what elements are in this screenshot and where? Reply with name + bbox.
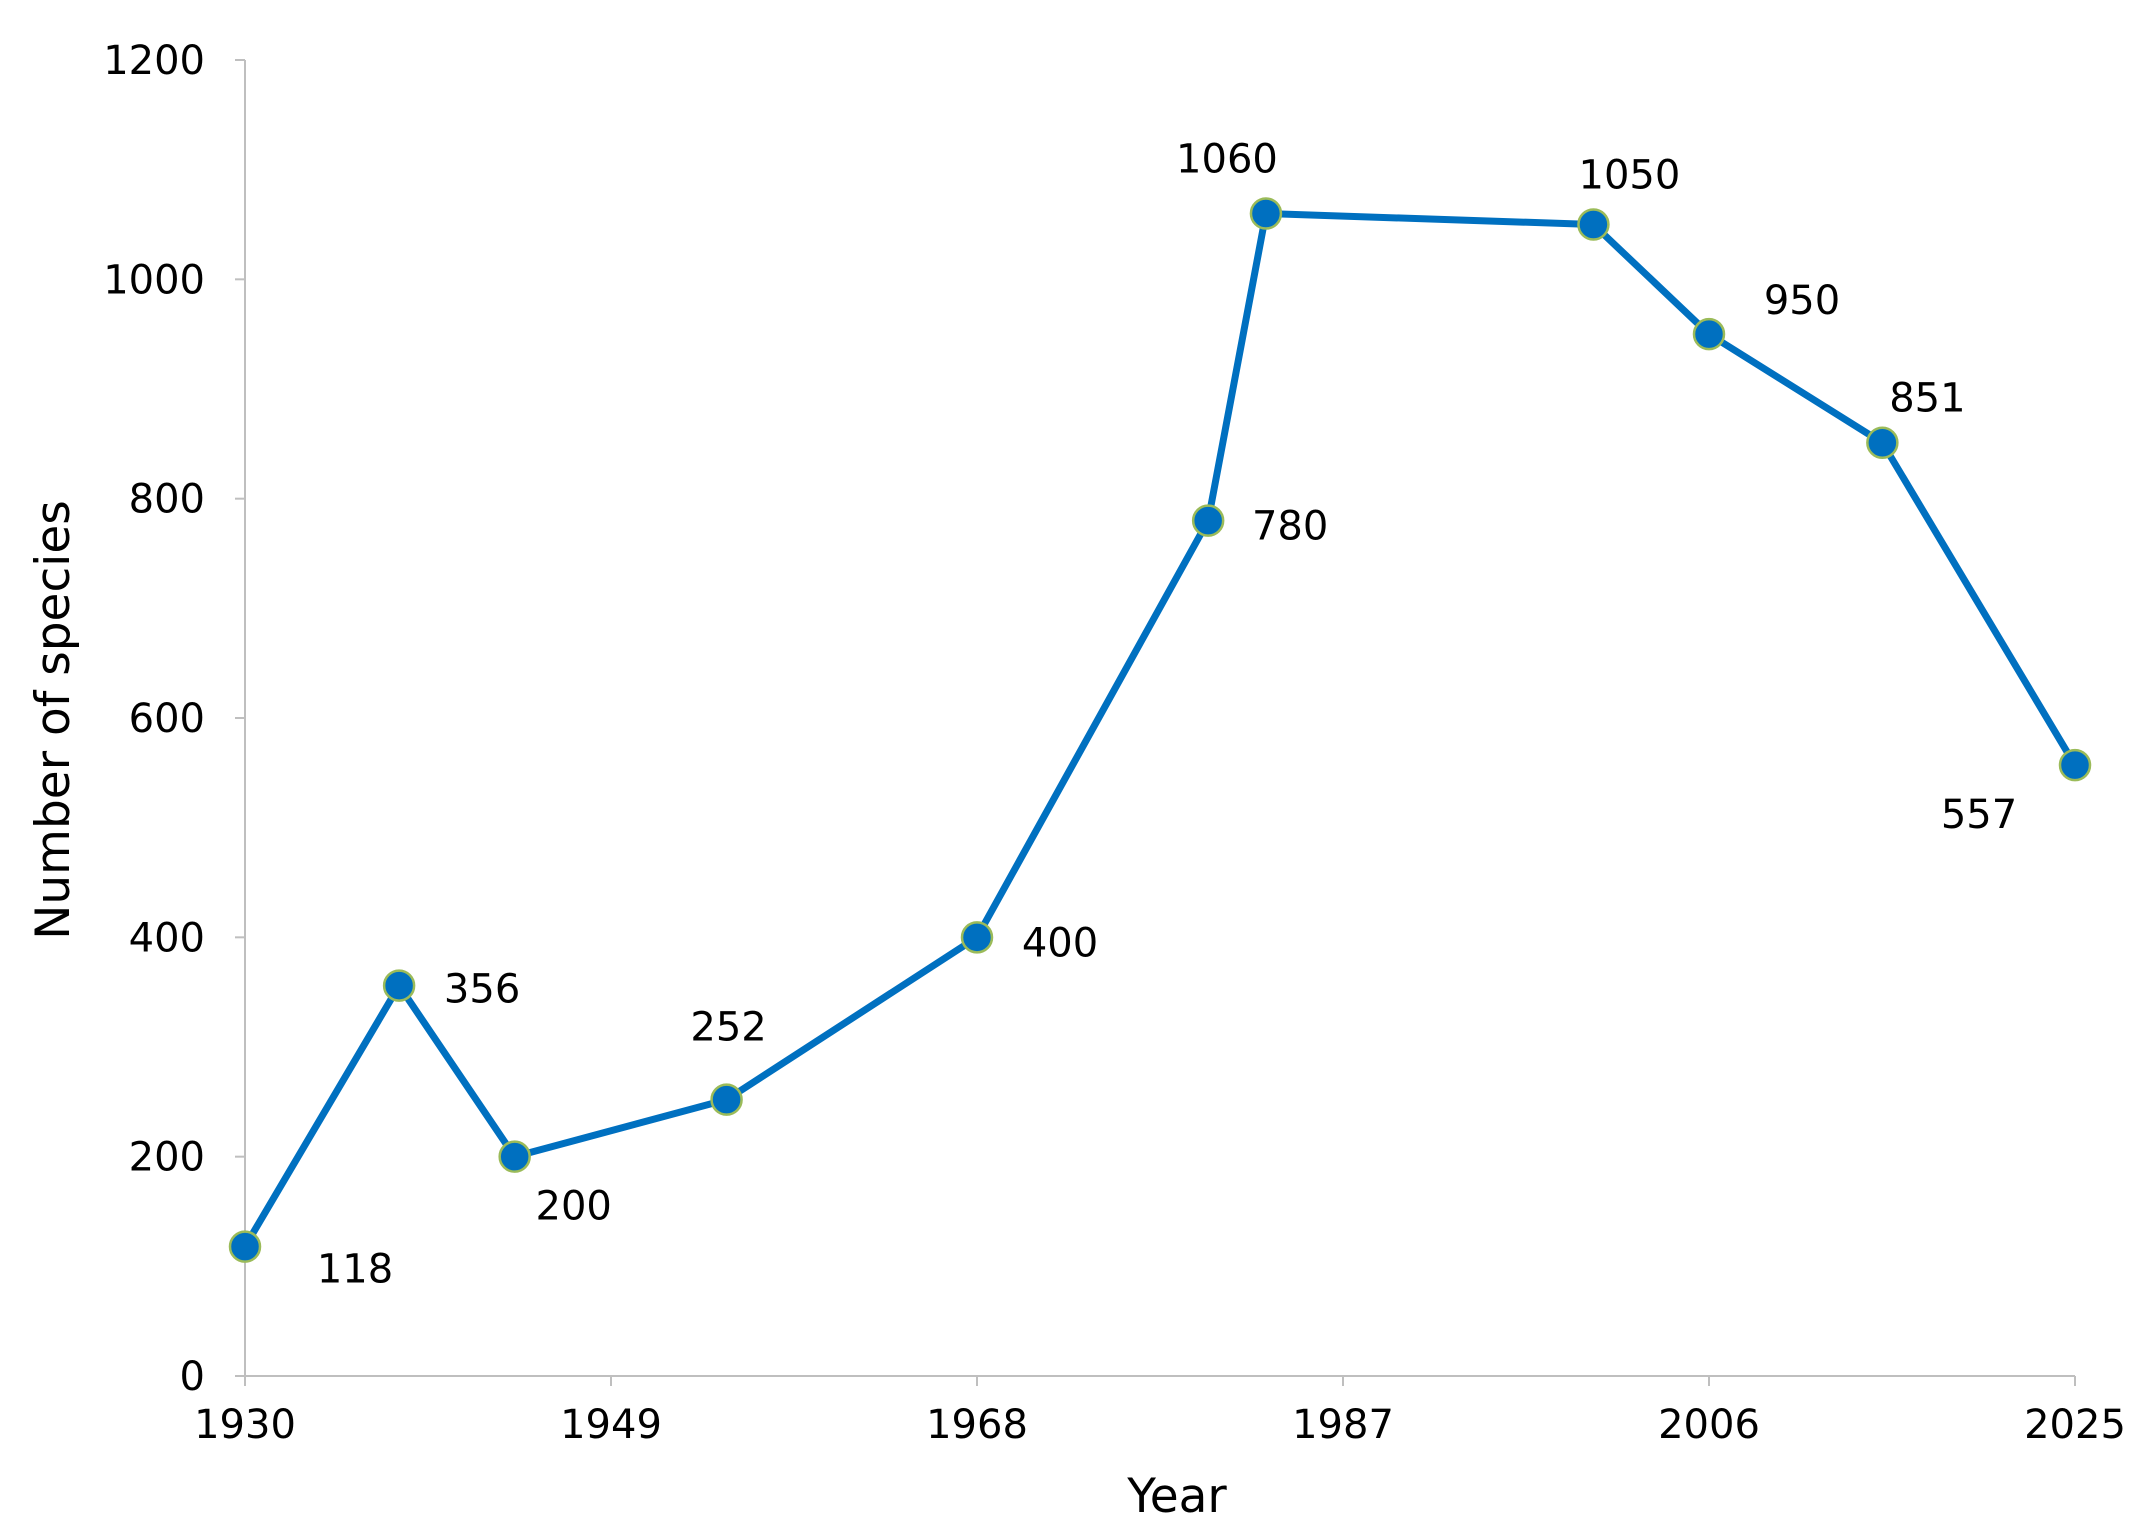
data-label: 200	[536, 1184, 612, 1230]
data-label: 1060	[1176, 137, 1278, 183]
data-point	[710, 1083, 743, 1116]
y-tick-label: 400	[129, 915, 205, 961]
y-tick-label: 600	[129, 696, 205, 742]
data-point	[1692, 317, 1726, 351]
data-point	[1866, 426, 1899, 459]
data-point	[1577, 208, 1610, 241]
data-label: 1050	[1579, 153, 1681, 199]
y-tick-label: 1000	[103, 257, 205, 303]
data-label: 950	[1764, 278, 1840, 324]
data-label: 252	[690, 1005, 766, 1051]
data-label: 118	[317, 1247, 393, 1293]
series-layer	[228, 197, 2092, 1263]
x-tick-label: 2006	[1658, 1402, 1760, 1448]
x-tick-label: 1949	[560, 1402, 662, 1448]
x-tick-label: 2025	[2024, 1402, 2126, 1448]
data-label: 557	[1941, 792, 2017, 838]
data-label: 356	[444, 967, 520, 1013]
data-point	[1249, 197, 1283, 230]
data-label: 851	[1889, 376, 1965, 422]
x-tick-label: 1968	[926, 1402, 1028, 1448]
y-tick-label: 1200	[103, 38, 205, 84]
y-tick-label: 800	[129, 477, 205, 523]
data-point	[498, 1140, 531, 1173]
y-tick-label: 0	[180, 1354, 205, 1400]
data-label: 780	[1252, 504, 1328, 550]
y-axis-ticks: 0 200 400 600 800 1000 1200	[103, 38, 245, 1400]
data-point	[382, 969, 416, 1002]
y-tick-label: 200	[129, 1135, 205, 1181]
axes	[244, 60, 2075, 1377]
data-point	[228, 1230, 262, 1263]
series-line	[241, 210, 2079, 1249]
data-point	[1191, 504, 1225, 537]
x-tick-label: 1930	[194, 1402, 296, 1448]
y-axis-title: Number of species	[26, 500, 81, 940]
data-point	[960, 921, 994, 954]
x-tick-label: 1987	[1292, 1402, 1394, 1448]
data-point	[2058, 748, 2092, 782]
x-axis-ticks: 1930 1949 1968 1987 2006 2025	[194, 1376, 2126, 1448]
data-label: 400	[1022, 920, 1098, 966]
x-axis-title: Year	[1126, 1469, 1227, 1524]
data-labels: 118 356 200 252 400 780 1060 1050 950 851 557	[317, 137, 2017, 1293]
